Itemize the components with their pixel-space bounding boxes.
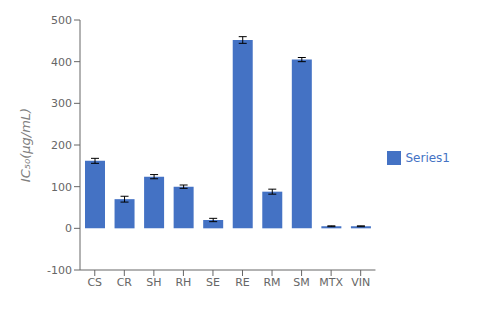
svg-text:SE: SE [206, 276, 220, 289]
svg-text:VIN: VIN [351, 276, 370, 289]
svg-text:CS: CS [87, 276, 102, 289]
svg-text:400: 400 [51, 56, 72, 69]
svg-text:0: 0 [65, 222, 72, 235]
svg-text:200: 200 [51, 139, 72, 152]
svg-text:SM: SM [293, 276, 309, 289]
svg-text:-100: -100 [47, 264, 72, 277]
svg-text:MTX: MTX [319, 276, 343, 289]
svg-text:300: 300 [51, 97, 72, 110]
html-text:Series1: Series1 [405, 150, 450, 165]
svg-text:SH: SH [146, 276, 161, 289]
svg-text:RM: RM [263, 276, 280, 289]
svg-text:RE: RE [235, 276, 250, 289]
svg-text:500: 500 [51, 14, 72, 27]
svg-text:100: 100 [51, 181, 72, 194]
svg-text:RH: RH [175, 276, 191, 289]
svg-text:IC₅₀(μg/mL): IC₅₀(μg/mL) [18, 108, 33, 182]
svg-text:CR: CR [117, 276, 133, 289]
